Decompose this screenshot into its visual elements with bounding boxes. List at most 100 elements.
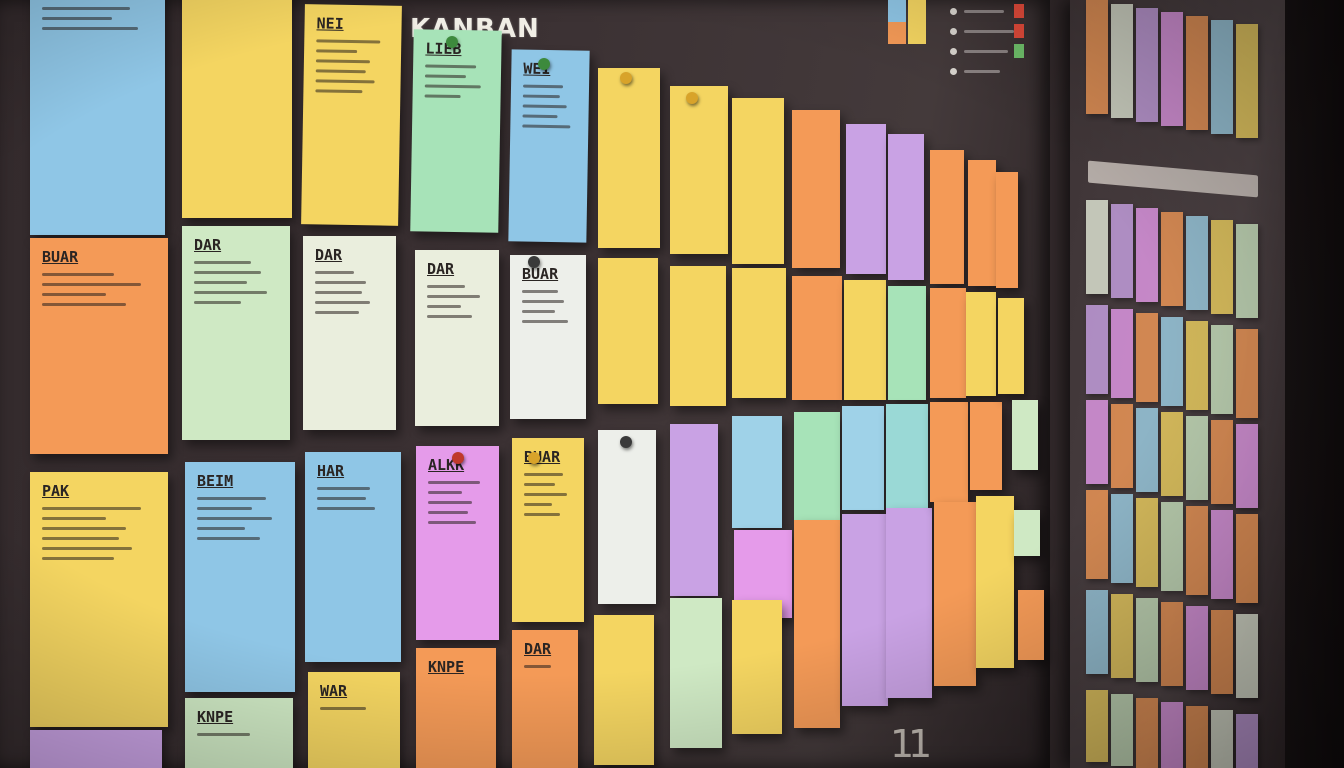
second-board-note: [1111, 204, 1133, 298]
sticky-note: BUAR: [512, 438, 584, 622]
second-board-note: [1236, 224, 1258, 318]
sticky-note-heading: WEI: [523, 59, 551, 79]
handwriting-line: [427, 285, 466, 288]
second-board-note: [1161, 702, 1183, 768]
handwriting-line: [194, 261, 251, 264]
second-board-note: [1136, 408, 1158, 492]
sticky-note: [1012, 400, 1038, 470]
sticky-note: [844, 280, 886, 400]
sticky-note: [966, 292, 996, 396]
handwriting-line: [42, 273, 114, 276]
handwriting-line: [522, 300, 565, 303]
sticky-note-heading: PAK: [42, 482, 70, 500]
handwriting-line: [197, 497, 266, 500]
handwriting-line: [522, 290, 558, 293]
second-board-note: [1111, 309, 1133, 398]
sticky-note: HAR: [305, 452, 401, 662]
handwriting-line: [522, 104, 567, 109]
second-board-note: [1086, 690, 1108, 762]
second-board-note: [1161, 412, 1183, 496]
handwriting-line: [194, 301, 242, 304]
handwriting-line: [317, 497, 366, 500]
second-board-note: [1161, 502, 1183, 591]
sticky-note: [930, 402, 968, 502]
sticky-note: [842, 514, 888, 706]
second-board-note: [1136, 208, 1158, 302]
second-board-note: [1186, 321, 1208, 410]
sticky-note: BUAR: [510, 255, 586, 419]
sticky-note: [996, 172, 1018, 288]
legend-swatch: [1014, 4, 1024, 18]
handwriting-line: [522, 124, 570, 129]
handwriting-line: [197, 537, 261, 540]
sticky-note-heading: KNPE: [428, 658, 465, 676]
sticky-note: DAR: [512, 630, 578, 768]
sticky-note: [670, 266, 726, 406]
second-board-note: [1161, 212, 1183, 306]
push-pin: [528, 256, 540, 268]
legend-dot: [950, 28, 957, 35]
handwriting-line: [428, 481, 480, 484]
second-board-note: [1111, 404, 1133, 488]
sticky-note: [732, 98, 784, 264]
push-pin: [528, 452, 540, 464]
second-board-note: [1186, 606, 1208, 690]
sticky-note: [934, 502, 976, 686]
sticky-note: ALKK: [416, 446, 499, 640]
second-board-note: [1236, 424, 1258, 508]
legend-swatch: [908, 0, 926, 22]
handwriting-line: [522, 320, 568, 323]
handwriting-line: [194, 281, 248, 284]
sticky-note: [794, 412, 840, 520]
handwriting-line: [524, 493, 567, 496]
handwriting-line: [524, 503, 552, 506]
sticky-note: KNPE: [416, 648, 496, 768]
sticky-note: [930, 288, 966, 398]
sticky-note-heading: WAR: [320, 682, 348, 700]
handwriting-line: [315, 271, 355, 274]
second-board-note: [1186, 16, 1208, 130]
handwriting-line: [424, 84, 481, 89]
second-board-note: [1086, 305, 1108, 394]
second-board-note: [1136, 498, 1158, 587]
second-board-note: [1211, 420, 1233, 504]
handwriting-line: [42, 537, 119, 540]
sticky-note: [998, 298, 1024, 394]
sticky-note: [792, 110, 840, 268]
sticky-note: [930, 150, 964, 284]
second-board-note: [1136, 8, 1158, 122]
second-board-note: [1186, 416, 1208, 500]
handwriting-line: [522, 114, 558, 119]
second-board-note: [1086, 590, 1108, 674]
second-board-note: [1136, 313, 1158, 402]
legend-swatch: [1014, 24, 1024, 38]
handwriting-line: [424, 94, 461, 99]
legend-dot: [950, 8, 957, 15]
second-board-note: [1161, 12, 1183, 126]
legend-swatch: [1014, 44, 1024, 58]
sticky-note: [886, 404, 928, 508]
sticky-note: [30, 0, 165, 235]
second-board-note: [1136, 598, 1158, 682]
sticky-note: [842, 406, 884, 510]
sticky-note: [888, 286, 926, 400]
wall-edge: [1285, 0, 1344, 768]
handwriting-line: [197, 527, 246, 530]
sticky-note-heading: NEI: [316, 14, 344, 33]
second-board-note: [1211, 610, 1233, 694]
sticky-note-heading: HAR: [317, 462, 345, 480]
handwriting-line: [315, 291, 362, 294]
sticky-note-heading: BUAR: [42, 248, 79, 266]
footer-digit: 1: [890, 722, 915, 766]
sticky-note: [1018, 590, 1044, 660]
sticky-note: PAK: [30, 472, 168, 727]
handwriting-line: [315, 89, 362, 94]
second-board-note: [1211, 325, 1233, 414]
second-board-note: [1211, 20, 1233, 134]
sticky-note-heading: LIEB: [425, 39, 462, 59]
handwriting-line: [424, 74, 466, 79]
handwriting-line: [42, 507, 141, 510]
push-pin: [538, 58, 550, 70]
second-board-note: [1211, 710, 1233, 768]
second-board-note: [1236, 329, 1258, 418]
